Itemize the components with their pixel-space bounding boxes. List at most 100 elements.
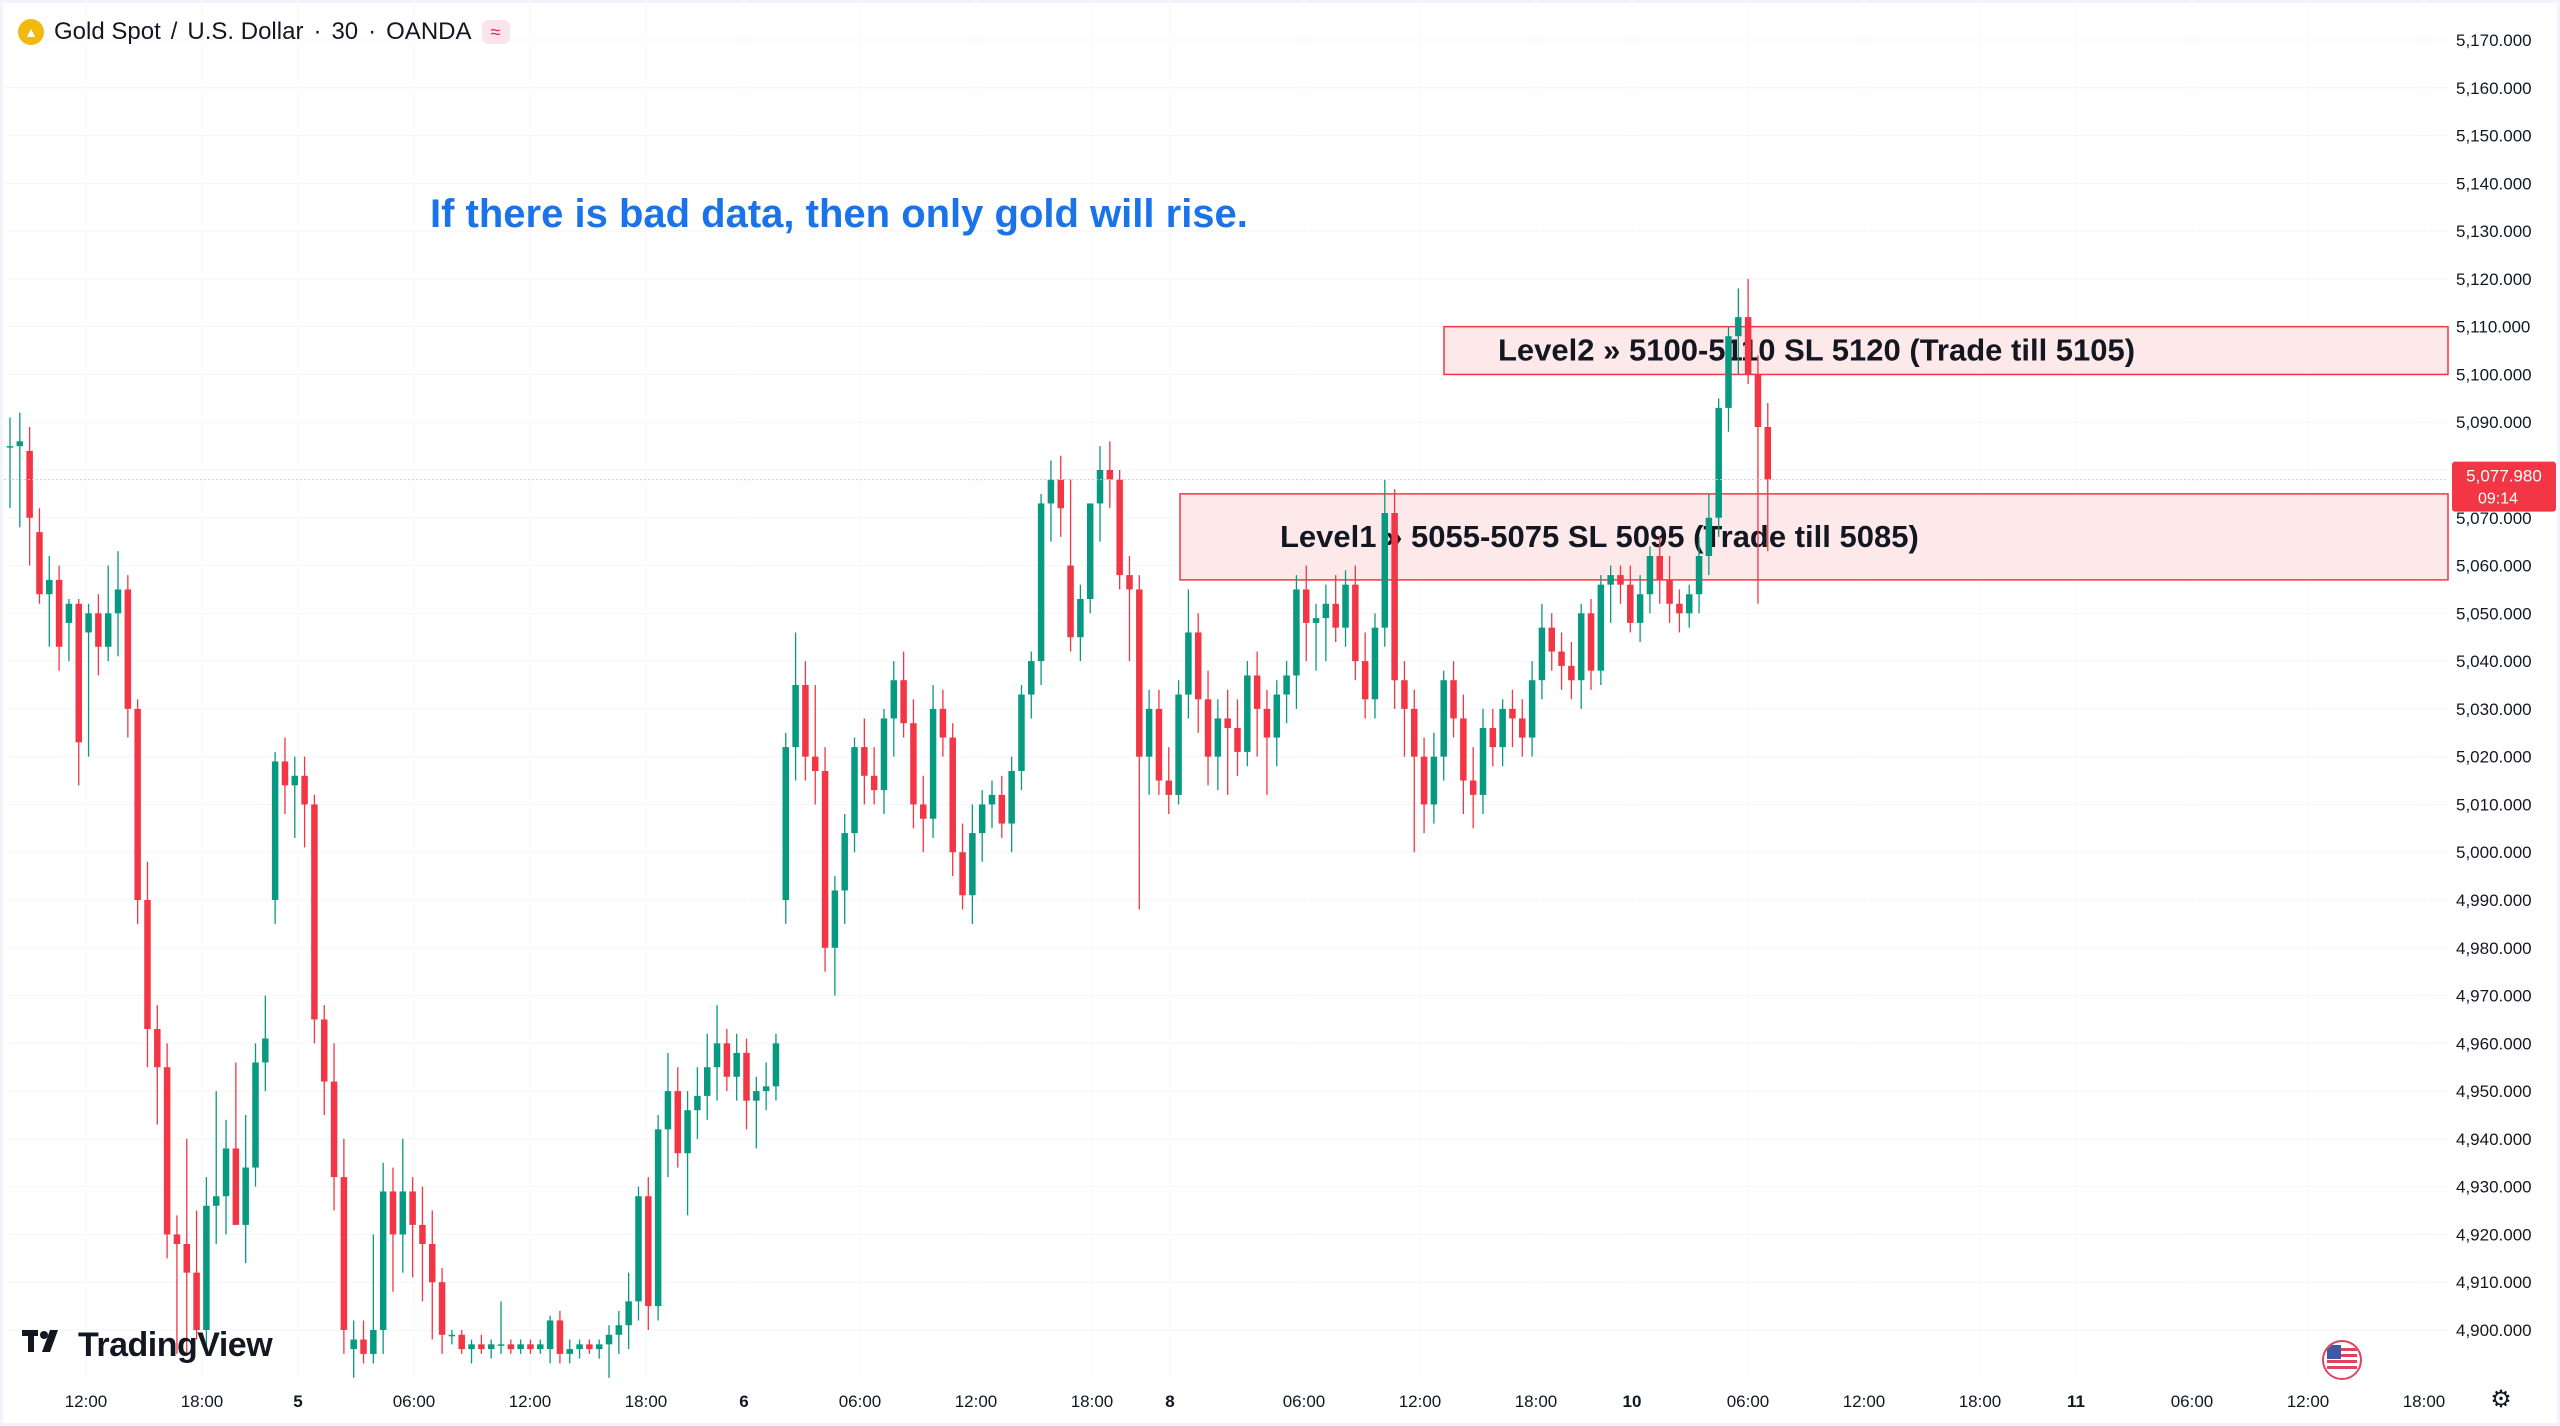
tradingview-logo[interactable]: TradingView	[22, 1322, 273, 1368]
candle-body	[1607, 575, 1614, 585]
candle-body	[330, 1081, 338, 1178]
candle-body	[1096, 470, 1104, 504]
candle-body	[1224, 718, 1231, 728]
x-tick-label: 11	[2067, 1392, 2085, 1411]
candle-body	[1361, 661, 1369, 700]
price-line: 5,077.980 09:14	[4, 461, 2556, 512]
candle-body	[527, 1344, 534, 1350]
y-tick-label: 4,900.000	[2456, 1321, 2532, 1340]
candle-body	[1244, 675, 1251, 752]
candle-body	[1528, 680, 1536, 738]
zone-2	[1443, 325, 2449, 376]
candle-body	[1047, 479, 1055, 504]
candle-body	[1666, 579, 1673, 604]
candle-body	[1037, 503, 1045, 662]
candle-body	[16, 441, 24, 447]
candle-body	[880, 718, 888, 791]
candle-body	[645, 1196, 652, 1307]
candle-body	[468, 1344, 475, 1350]
candle-body	[694, 1095, 701, 1111]
candle-body	[1165, 780, 1173, 795]
candle-body	[65, 603, 73, 623]
candle-body	[487, 1344, 495, 1350]
candle-body	[1411, 708, 1418, 757]
candle-body	[753, 1091, 760, 1101]
candle-body	[546, 1320, 554, 1350]
candle-body	[1440, 680, 1447, 757]
x-tick-label: 18:00	[625, 1392, 668, 1411]
x-tick-label: 8	[1165, 1392, 1174, 1411]
candle-body	[1754, 374, 1762, 427]
candle-body	[1617, 575, 1624, 585]
candle-body	[890, 680, 898, 719]
candle-body	[1391, 513, 1398, 681]
gear-icon[interactable]: ⚙	[2490, 1385, 2512, 1413]
candle-body	[566, 1349, 573, 1354]
broker-label: OANDA	[386, 18, 472, 45]
candle-body	[1283, 675, 1290, 695]
y-tick-label: 5,100.000	[2456, 365, 2532, 384]
candle-body	[900, 680, 907, 724]
y-tick-label: 5,140.000	[2456, 174, 2532, 193]
x-tick-label: 06:00	[393, 1392, 436, 1411]
candle-body	[841, 833, 848, 891]
candle-body	[576, 1344, 583, 1350]
candle-body	[664, 1091, 672, 1130]
us-flag-icon[interactable]	[2322, 1340, 2362, 1380]
candle-body	[772, 1043, 780, 1087]
x-tick-label: 6	[739, 1392, 748, 1411]
candle-body	[271, 761, 279, 900]
headline-annotation: If there is bad data, then only gold wil…	[430, 192, 1248, 236]
candle-body	[605, 1334, 613, 1345]
grid	[4, 0, 2448, 1380]
x-tick-label: 06:00	[1727, 1392, 1770, 1411]
candle-body	[1077, 599, 1084, 638]
candle-body	[782, 747, 790, 900]
candle-body	[556, 1320, 564, 1354]
candle-body	[1489, 728, 1497, 748]
candle-body	[1725, 336, 1732, 408]
y-tick-label: 5,070.000	[2456, 509, 2532, 528]
y-tick-label: 5,120.000	[2456, 270, 2532, 289]
candle-body	[1450, 680, 1457, 719]
x-tick-label: 18:00	[2403, 1392, 2446, 1411]
candle-body	[507, 1344, 515, 1350]
separator: ·	[313, 18, 322, 45]
y-tick-label: 5,160.000	[2456, 79, 2532, 98]
candle-body	[281, 761, 289, 786]
candle-body	[949, 737, 956, 853]
separator: ·	[368, 18, 377, 45]
candle-body	[743, 1052, 750, 1101]
x-tick-label: 18:00	[181, 1392, 224, 1411]
candle-body	[55, 579, 63, 647]
candle-body	[144, 900, 151, 1029]
candle-body	[183, 1244, 191, 1273]
candle-body	[1214, 718, 1222, 757]
candle-body	[831, 890, 839, 948]
candle-body	[517, 1344, 524, 1350]
candle-body	[429, 1244, 436, 1283]
candle-body	[350, 1339, 357, 1350]
y-tick-label: 4,940.000	[2456, 1130, 2532, 1149]
candle-body	[1204, 699, 1212, 757]
candle-body	[998, 794, 1006, 824]
candle-body	[419, 1224, 426, 1244]
symbol-header[interactable]: ▲ Gold Spot / U.S. Dollar · 30 · OANDA ≈	[18, 14, 510, 50]
y-tick-label: 5,050.000	[2456, 604, 2532, 623]
candle-body	[1558, 651, 1565, 666]
candle-body	[920, 804, 927, 819]
candle-body	[684, 1110, 691, 1154]
candle-body	[1627, 584, 1634, 623]
candle-body	[409, 1191, 416, 1225]
x-tick-label: 5	[293, 1392, 302, 1411]
candle-body	[1636, 594, 1644, 623]
candle-body	[654, 1129, 662, 1307]
candle-body	[389, 1191, 397, 1235]
wave-icon[interactable]: ≈	[481, 20, 510, 44]
logo-text: TradingView	[78, 1325, 273, 1364]
candle-body	[861, 747, 868, 776]
candle-body	[320, 1019, 328, 1082]
candle-body	[1312, 618, 1320, 623]
candle-body	[262, 1038, 269, 1063]
